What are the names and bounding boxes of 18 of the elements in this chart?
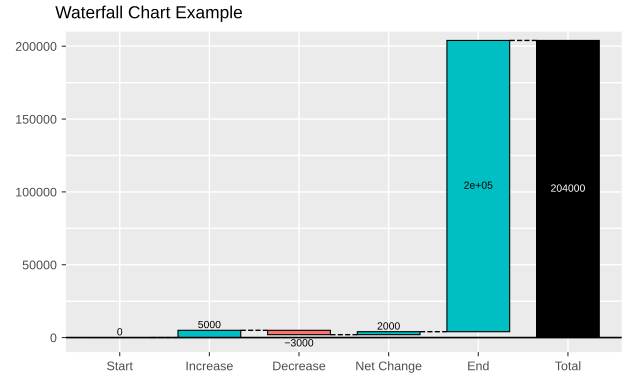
y-tick-label: 100000 bbox=[16, 188, 56, 197]
x-tick-label: Start bbox=[107, 361, 133, 370]
y-tick-label: 50000 bbox=[22, 260, 56, 270]
x-tick-label: Increase bbox=[186, 362, 233, 370]
x-tick-label: End bbox=[468, 361, 489, 370]
data-label: 2000 bbox=[378, 322, 400, 330]
chart-title: Waterfall Chart Example bbox=[55, 6, 242, 22]
data-label: 204000 bbox=[551, 184, 585, 192]
data-label: 0 bbox=[117, 328, 122, 336]
y-tick-label: 200000 bbox=[16, 42, 56, 51]
y-tick-label: 150000 bbox=[16, 114, 56, 124]
data-label: 2e+05 bbox=[464, 181, 492, 189]
data-label: 5000 bbox=[198, 320, 221, 328]
x-tick-label: Net Change bbox=[356, 361, 422, 373]
x-tick-label: Decrease bbox=[273, 362, 326, 370]
x-tick-label: Total bbox=[555, 361, 580, 370]
y-tick-label: 0 bbox=[50, 333, 56, 342]
data-label: −3000 bbox=[284, 339, 314, 346]
